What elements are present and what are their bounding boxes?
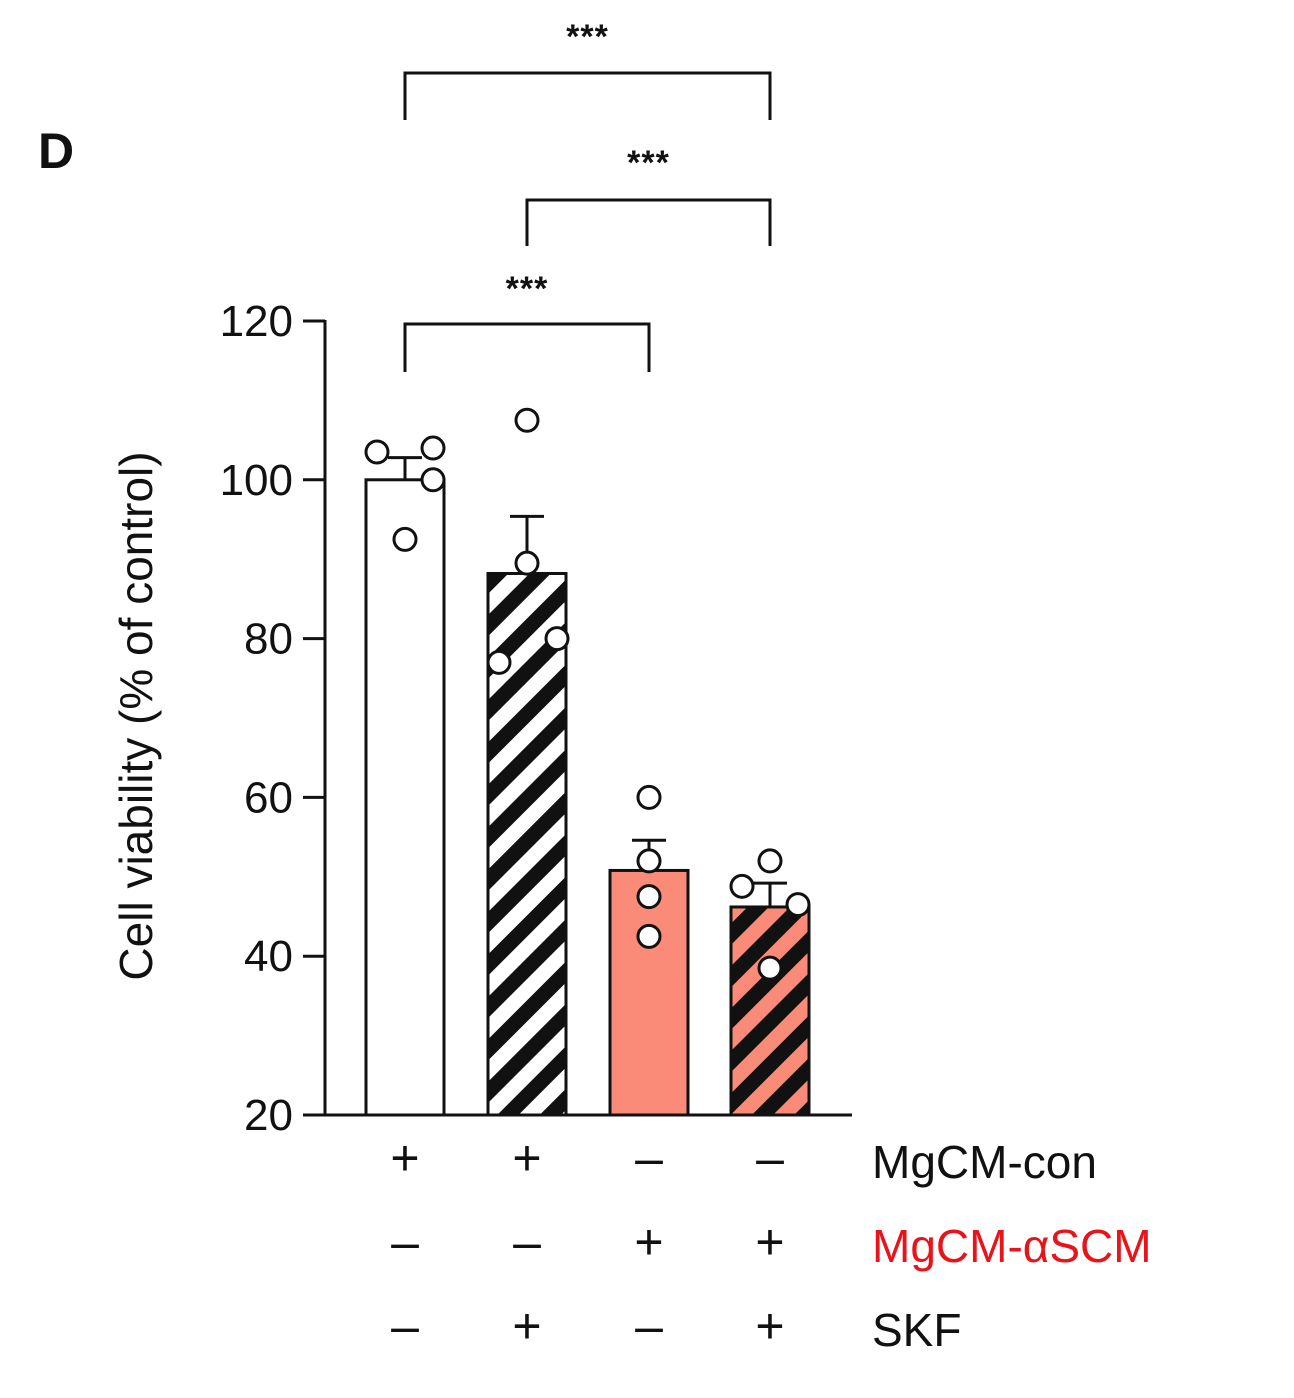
y-tick-label-120: 120: [220, 297, 293, 346]
data-point-bar3-3: [636, 884, 662, 910]
y-axis-label: Cell viability (% of control): [110, 451, 162, 980]
data-point-bar1-2: [420, 435, 446, 461]
bar-4-hatch: [731, 906, 809, 1115]
condition-2-sign-3: +: [634, 1214, 663, 1270]
condition-1-sign-3: –: [635, 1130, 663, 1186]
data-point-bar2-4: [544, 626, 570, 652]
data-point-bar4-4: [757, 955, 783, 981]
data-point-bar2-3: [486, 649, 512, 675]
data-point-bar4-1: [757, 848, 783, 874]
bar-group-1: [364, 435, 446, 1117]
data-point-bar1-1: [364, 439, 390, 465]
y-tick-label-20: 20: [244, 1091, 293, 1140]
data-point-bar2-1: [514, 407, 540, 433]
y-tick-label-60: 60: [244, 773, 293, 822]
condition-3-sign-2: +: [512, 1298, 541, 1354]
bar-group-3: [608, 784, 690, 1117]
condition-2-sign-2: –: [513, 1214, 541, 1270]
condition-1-sign-4: –: [756, 1130, 784, 1186]
significance-bracket-3: [403, 322, 651, 372]
condition-1-sign-2: +: [512, 1130, 541, 1186]
data-point-bar4-3: [785, 892, 811, 918]
data-point-bar3-4: [636, 923, 662, 949]
significance-label-2: ***: [627, 144, 670, 182]
bar-1-fill: [366, 479, 444, 1115]
condition-1-sign-1: +: [390, 1130, 419, 1186]
bar-group-4: [729, 848, 811, 1117]
condition-3-sign-1: –: [391, 1298, 419, 1354]
data-point-bar3-2: [636, 848, 662, 874]
condition-label-2: MgCM-αSCM: [872, 1220, 1152, 1272]
condition-3-sign-3: –: [635, 1298, 663, 1354]
condition-2-sign-4: +: [755, 1214, 784, 1270]
data-point-bar1-3: [420, 467, 446, 493]
condition-label-3: SKF: [872, 1304, 961, 1356]
significance-label-3: ***: [506, 270, 549, 308]
data-point-bar1-4: [392, 526, 418, 552]
bar-3-fill: [610, 870, 688, 1115]
panel-label: D: [38, 123, 74, 179]
condition-2-sign-1: –: [391, 1214, 419, 1270]
data-point-bar4-2: [729, 873, 755, 899]
data-point-bar3-1: [636, 784, 662, 810]
plot-area: 20 40 60 80 100 120 Cell viability (% of contr…: [110, 18, 1152, 1356]
condition-label-1: MgCM-con: [872, 1136, 1097, 1188]
condition-3-sign-4: +: [755, 1298, 784, 1354]
data-point-bar2-2: [514, 550, 540, 576]
significance-label-1: ***: [566, 18, 609, 56]
y-tick-label-80: 80: [244, 615, 293, 664]
bar-group-2: [486, 407, 570, 1117]
y-tick-label-100: 100: [220, 456, 293, 505]
y-tick-label-40: 40: [244, 932, 293, 981]
significance-bracket-2: [525, 198, 772, 246]
significance-bracket-1: [403, 71, 772, 120]
